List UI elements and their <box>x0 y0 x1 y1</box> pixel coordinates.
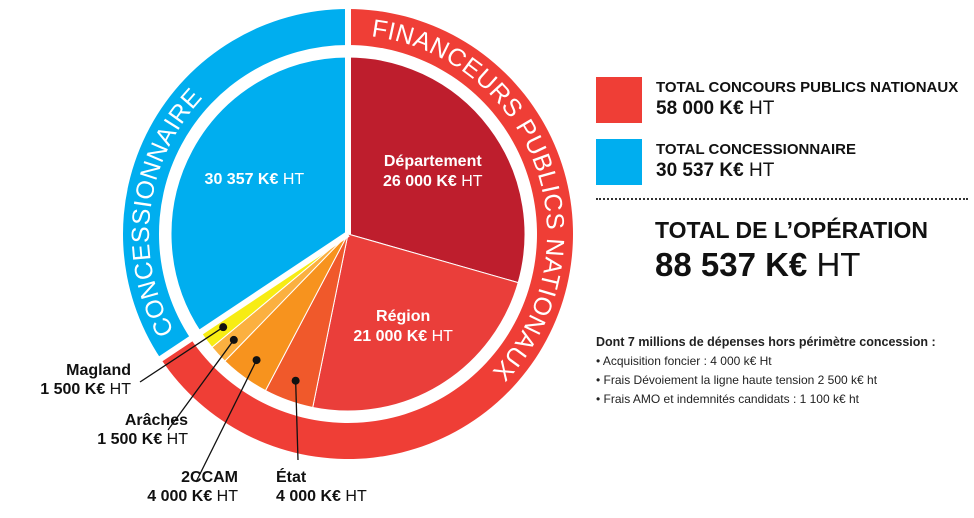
group-separator <box>157 231 350 363</box>
slice-label-value: 26 000 K€ <box>383 173 457 190</box>
notes-block: Dont 7 millions de dépenses hors périmèt… <box>596 333 936 409</box>
legend-unit-concessionnaire: HT <box>748 160 775 181</box>
total-value-line: 88 537 K€ HT <box>655 246 860 284</box>
label-magland: Magland 1 500 K€ HT <box>40 361 131 399</box>
label-etat-unit: HT <box>345 488 367 505</box>
leader-line-etat <box>294 380 299 461</box>
leader-dot-magland <box>219 323 228 332</box>
label-magland-name: Magland <box>66 362 131 379</box>
label-magland-unit: HT <box>109 381 131 398</box>
ring-concessionnaire <box>122 8 348 359</box>
legend-value-financeurs: 58 000 K€ <box>656 98 744 119</box>
label-2ccam-name: 2CCAM <box>181 469 238 486</box>
slice-label-name: Département <box>384 153 482 170</box>
slice-label-unit: HT <box>457 173 483 190</box>
slice-label-unit: HT <box>427 328 453 345</box>
legend-swatch-concessionnaire <box>596 139 642 185</box>
legend-item-financeurs: TOTAL CONCOURS PUBLICS NATIONAUX 58 000 … <box>596 77 958 123</box>
label-2ccam-value: 4 000 K€ <box>147 488 213 505</box>
slice-label-value: 30 357 K€ <box>205 171 279 188</box>
leader-line-araches <box>167 339 235 431</box>
notes-heading: Dont 7 millions de dépenses hors périmèt… <box>596 335 936 349</box>
notes-item: • Frais Dévoiement la ligne haute tensio… <box>596 373 878 387</box>
legend-title-financeurs: TOTAL CONCOURS PUBLICS NATIONAUX <box>656 79 959 96</box>
total-unit: HT <box>816 246 861 283</box>
leader-line-2ccam <box>195 359 258 483</box>
label-2ccam-unit: HT <box>216 488 238 505</box>
slice-departement <box>347 56 526 284</box>
leader-dot-etat <box>291 376 300 385</box>
label-araches-unit: HT <box>166 431 188 448</box>
legend-item-concessionnaire: TOTAL CONCESSIONNAIRE 30 537 K€ HT <box>596 139 856 185</box>
legend-title-concessionnaire: TOTAL CONCESSIONNAIRE <box>656 141 857 158</box>
label-araches: Arâches 1 500 K€ HT <box>97 411 188 449</box>
leader-dot-2ccam <box>252 356 261 365</box>
leader-dot-araches <box>229 335 238 344</box>
legend-divider <box>596 198 968 200</box>
slice-label-departement: Département 26 000 K€ HT <box>383 153 483 190</box>
slice-label-concessionnaire: 30 357 K€ HT <box>205 171 305 188</box>
label-2ccam: 2CCAM 4 000 K€ HT <box>147 468 238 506</box>
slice-label-name: Région <box>376 308 430 325</box>
leader-line-magland <box>139 326 224 383</box>
total-value: 88 537 K€ <box>655 246 808 283</box>
label-etat-name: État <box>276 469 307 486</box>
label-etat: État 4 000 K€ HT <box>276 468 367 506</box>
slice-label-region: Région 21 000 K€ HT <box>353 308 453 345</box>
label-magland-value: 1 500 K€ <box>40 381 106 398</box>
notes-item: • Frais AMO et indemnités candidats : 1 … <box>596 392 859 406</box>
total-title: TOTAL DE L’OPÉRATION <box>655 217 929 243</box>
label-etat-value: 4 000 K€ <box>276 488 341 505</box>
pie-chart: FINANCEURS PUBLICS NATIONAUXCONCESSIONNA… <box>122 7 573 483</box>
label-araches-name: Arâches <box>124 412 188 429</box>
slice-region <box>312 233 519 412</box>
legend-swatch-financeurs <box>596 77 642 123</box>
legend-unit-financeurs: HT <box>748 98 775 119</box>
slice-label-unit: HT <box>278 171 304 188</box>
label-araches-value: 1 500 K€ <box>97 431 163 448</box>
slice-label-value: 21 000 K€ <box>353 328 427 345</box>
notes-item: • Acquisition foncier : 4 000 k€ Ht <box>596 354 772 368</box>
legend-value-concessionnaire: 30 537 K€ <box>656 160 744 181</box>
